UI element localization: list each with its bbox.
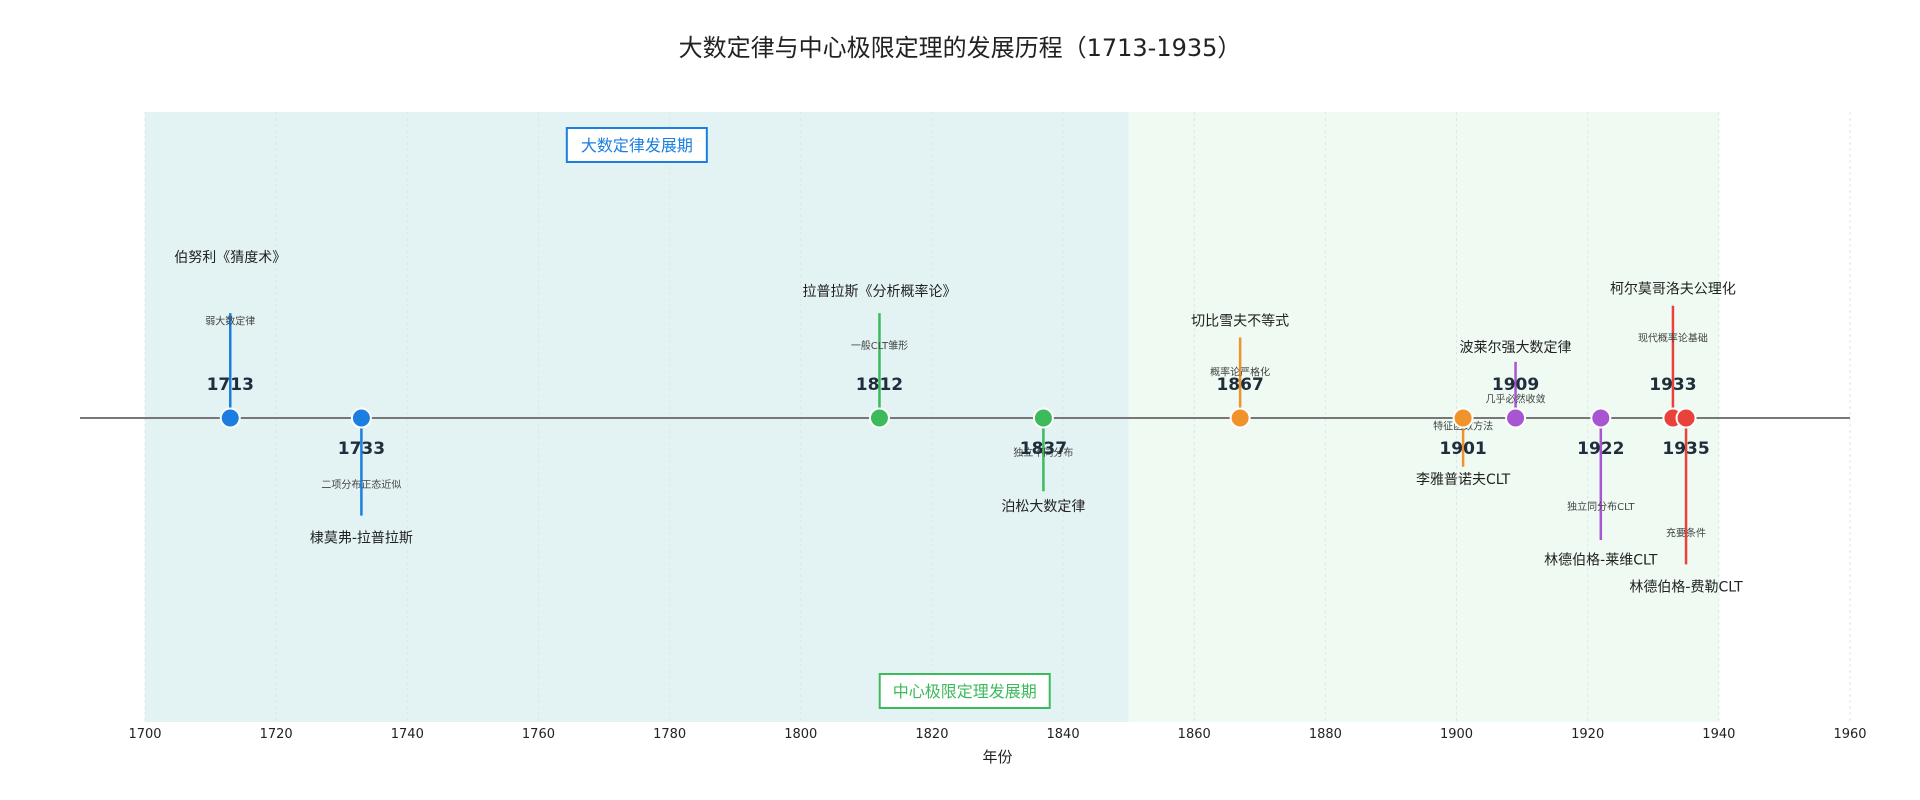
event-title: 林德伯格-费勒CLT bbox=[1629, 579, 1743, 595]
event-description: 独立同分布CLT bbox=[1567, 500, 1635, 513]
event-marker bbox=[1590, 407, 1612, 429]
event-title: 切比雪夫不等式 bbox=[1191, 312, 1289, 329]
event-marker bbox=[219, 407, 241, 429]
event-description: 一般CLT雏形 bbox=[851, 339, 908, 352]
x-tick-label: 1880 bbox=[1309, 727, 1342, 742]
event-year-label: 1922 bbox=[1577, 439, 1624, 459]
x-tick-label: 1740 bbox=[391, 727, 424, 742]
event-description: 独立不同分布 bbox=[1013, 446, 1073, 459]
event-year-label: 1867 bbox=[1216, 375, 1263, 395]
x-tick-label: 1800 bbox=[784, 727, 817, 742]
x-tick-label: 1760 bbox=[522, 727, 555, 742]
event-description: 现代概率论基础 bbox=[1638, 331, 1708, 344]
event-marker bbox=[1452, 407, 1474, 429]
chart-title: 大数定律与中心极限定理的发展历程（1713-1935） bbox=[678, 34, 1242, 62]
x-tick-label: 1920 bbox=[1571, 727, 1604, 742]
event-marker bbox=[1032, 407, 1054, 429]
x-tick-label: 1840 bbox=[1047, 727, 1080, 742]
event-title: 柯尔莫哥洛夫公理化 bbox=[1610, 282, 1736, 298]
event-marker bbox=[868, 407, 890, 429]
period-label: 中心极限定理发展期 bbox=[893, 682, 1037, 701]
event-marker bbox=[1229, 407, 1251, 429]
x-tick-label: 1720 bbox=[260, 727, 293, 742]
event-description: 几乎必然收敛 bbox=[1486, 392, 1546, 405]
event-year-label: 1935 bbox=[1662, 439, 1709, 459]
event-year-label: 1812 bbox=[856, 375, 903, 395]
event-description: 概率论严格化 bbox=[1210, 366, 1270, 379]
event-year-label: 1901 bbox=[1439, 439, 1486, 459]
x-tick-label: 1820 bbox=[915, 727, 948, 742]
event-year-label: 1837 bbox=[1020, 439, 1067, 459]
event-marker bbox=[350, 407, 372, 429]
event-title: 林德伯格-莱维CLT bbox=[1544, 553, 1658, 569]
event-title: 伯努利《猜度术》 bbox=[174, 250, 286, 266]
event-year-label: 1909 bbox=[1492, 375, 1539, 395]
x-tick-label: 1860 bbox=[1178, 727, 1211, 742]
event-year-label: 1713 bbox=[207, 375, 254, 395]
x-tick-label: 1700 bbox=[128, 727, 161, 742]
event-marker bbox=[1675, 407, 1697, 429]
event-title: 泊松大数定律 bbox=[1001, 499, 1085, 515]
event-title: 李雅普诺夫CLT bbox=[1416, 472, 1511, 488]
x-axis-label: 年份 bbox=[982, 748, 1012, 766]
x-tick-label: 1960 bbox=[1833, 727, 1866, 742]
period-label-box bbox=[878, 673, 1051, 709]
x-tick-label: 1900 bbox=[1440, 727, 1473, 742]
event-title: 波莱尔强大数定律 bbox=[1460, 340, 1572, 356]
event-description: 二项分布正态近似 bbox=[321, 478, 401, 491]
event-title: 拉普拉斯《分析概率论》 bbox=[802, 283, 956, 300]
x-tick-label: 1940 bbox=[1702, 727, 1735, 742]
period-label-box bbox=[565, 127, 708, 163]
event-title: 棣莫弗-拉普拉斯 bbox=[310, 531, 413, 547]
event-year-label: 1733 bbox=[338, 439, 385, 459]
period-label: 大数定律发展期 bbox=[581, 136, 693, 155]
event-marker bbox=[1505, 407, 1527, 429]
event-description: 弱大数定律 bbox=[205, 314, 255, 327]
event-description: 充要条件 bbox=[1666, 527, 1706, 540]
event-year-label: 1933 bbox=[1649, 375, 1696, 395]
x-tick-label: 1780 bbox=[653, 727, 686, 742]
